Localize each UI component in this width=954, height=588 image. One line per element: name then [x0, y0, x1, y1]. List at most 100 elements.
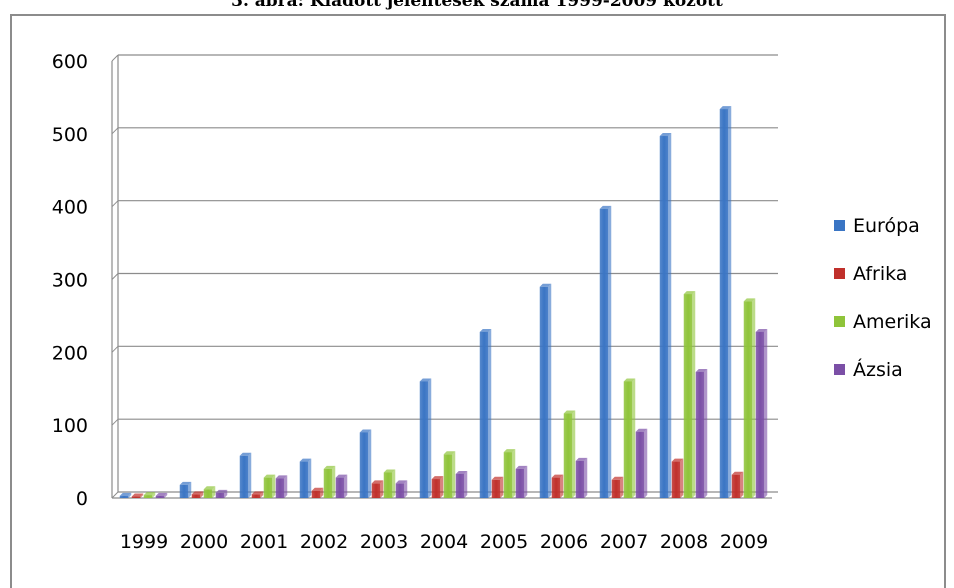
- bar-Afrika-2000: [191, 494, 201, 498]
- bar-side: [680, 458, 684, 498]
- bar-top: [479, 328, 492, 332]
- bar-side: [572, 410, 576, 498]
- bar-Afrika-2001: [251, 494, 261, 498]
- bar-side: [764, 328, 768, 498]
- gridline-depth: [111, 491, 119, 499]
- y-tick-label: 200: [52, 342, 88, 364]
- bar-side: [560, 474, 564, 498]
- bar-top: [359, 429, 372, 433]
- bar-top: [371, 480, 384, 484]
- x-tick-label: 2004: [420, 531, 468, 553]
- bar-Afrika-2006: [551, 477, 561, 498]
- x-tick-label: 2000: [180, 531, 228, 553]
- bar-Ázsia-2001: [275, 478, 285, 498]
- bar-top: [743, 298, 756, 302]
- legend-swatch: [834, 220, 845, 231]
- gridline-depth: [111, 418, 119, 426]
- bar-top: [599, 205, 612, 209]
- bar-Európa-2008: [659, 136, 669, 499]
- legend-swatch: [834, 316, 845, 327]
- bar-side: [584, 457, 588, 498]
- bar-top: [503, 449, 516, 453]
- bar-Amerika-2008: [683, 294, 693, 498]
- bar-top: [623, 378, 636, 382]
- bar-side: [164, 492, 168, 498]
- chart-frame: [10, 14, 946, 588]
- bar-side: [512, 449, 516, 498]
- bar-top: [383, 469, 396, 473]
- bar-side: [740, 471, 744, 498]
- gridline-depth: [111, 273, 119, 280]
- bar-Európa-2007: [599, 208, 609, 498]
- bar-side: [200, 491, 204, 498]
- y-axis-ticks: 0 100 200 300 400 500 600: [52, 51, 88, 510]
- x-tick-label: 2009: [720, 531, 768, 553]
- x-tick-label: 2008: [660, 531, 708, 553]
- bar-side: [488, 328, 492, 498]
- bar-top: [455, 470, 468, 474]
- bar-Afrika-2008: [671, 461, 681, 498]
- bar-top: [431, 476, 444, 480]
- y-tick-label: 0: [76, 488, 88, 510]
- bar-top: [755, 328, 768, 332]
- bar-Amerika-2007: [623, 381, 633, 498]
- bar-side: [632, 378, 636, 498]
- legend-swatch: [834, 364, 845, 375]
- y-tick-label: 500: [52, 124, 88, 146]
- bar-Afrika-2003: [371, 483, 381, 498]
- gridline-depth: [111, 54, 119, 62]
- bar-top: [263, 474, 276, 478]
- bar-top: [191, 491, 204, 495]
- bar-top: [179, 481, 192, 485]
- bar-Európa-2000: [179, 484, 189, 498]
- bar-Amerika-2009: [743, 301, 753, 498]
- bar-top: [251, 491, 264, 495]
- bar-top: [155, 492, 168, 496]
- bar-side: [548, 283, 552, 498]
- bar-side: [500, 476, 504, 498]
- bar-Ázsia-2003: [395, 483, 405, 498]
- bar-Ázsia-2008: [695, 371, 705, 498]
- bar-Amerika-2000: [203, 489, 213, 498]
- gridline-depth: [111, 200, 119, 208]
- bar-side: [392, 469, 396, 498]
- bar-Ázsia-2004: [455, 473, 465, 498]
- legend: Európa Afrika Amerika Ázsia: [834, 215, 932, 381]
- bar-side: [308, 458, 312, 498]
- bar-top: [719, 106, 732, 110]
- bar-top: [323, 465, 336, 469]
- x-axis-ticks: 1999 2000 2001 2002 2003 2004 2005 2006 2007 2008…: [120, 531, 768, 553]
- bar-top: [563, 410, 576, 414]
- bar-Ázsia-2002: [335, 477, 345, 498]
- bar-side: [212, 486, 216, 498]
- bar-side: [152, 492, 156, 498]
- bar-Európa-2009: [719, 109, 729, 498]
- x-tick-label: 1999: [120, 531, 168, 553]
- bar-side: [404, 480, 408, 498]
- bar-side: [368, 429, 372, 498]
- bar-Amerika-2005: [503, 452, 513, 498]
- bar-side: [428, 378, 432, 498]
- bar-Európa-2004: [419, 381, 429, 498]
- gridline-depth: [111, 127, 119, 135]
- bar-side: [620, 476, 624, 498]
- x-tick-label: 2002: [300, 531, 348, 553]
- bar-side: [692, 291, 696, 498]
- legend-swatch: [834, 268, 845, 279]
- bar-top: [659, 133, 672, 137]
- bar-top: [695, 368, 708, 372]
- bar-Európa-2001: [239, 455, 249, 498]
- gridlines: [111, 54, 778, 499]
- bar-side: [452, 451, 456, 498]
- bar-side: [344, 474, 348, 498]
- bar-top: [335, 474, 348, 478]
- bar-side: [320, 487, 324, 498]
- bar-side: [668, 133, 672, 499]
- x-tick-label: 2005: [480, 531, 528, 553]
- bar-top: [539, 283, 552, 287]
- bar-Ázsia-2000: [215, 492, 225, 498]
- y-tick-label: 400: [52, 197, 88, 219]
- bar-side: [728, 106, 732, 498]
- bar-side: [608, 205, 612, 498]
- x-tick-label: 2003: [360, 531, 408, 553]
